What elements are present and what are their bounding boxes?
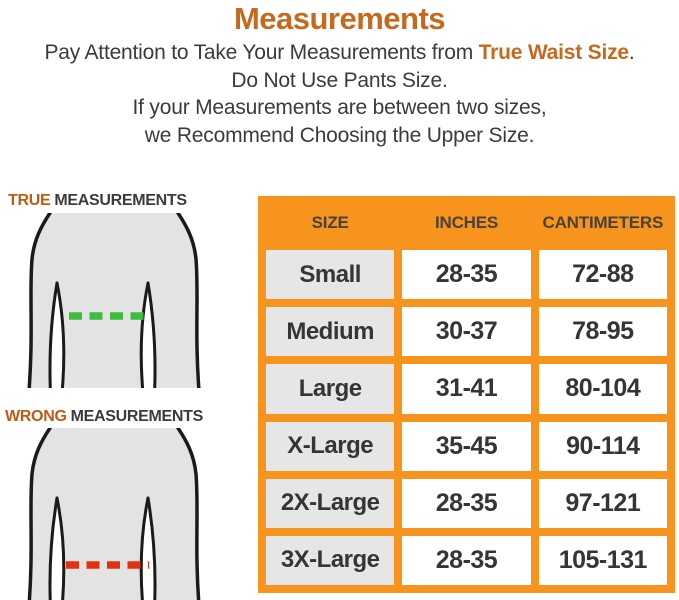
torso-figure-wrong [16,428,221,600]
inches-cell: 31-41 [402,364,531,414]
intro-line-1-text: Pay Attention to Take Your Measurements … [44,41,479,64]
size-cell: Medium [266,307,395,357]
inches-cell: 30-37 [402,307,531,357]
inches-cell: 28-35 [402,478,531,528]
true-label-rest: MEASUREMENTS [54,192,187,209]
intro-line-1-period: . [628,41,635,64]
wrong-measurements-label: WRONG MEASUREMENTS [5,408,203,426]
centimeters-cell: 97-121 [538,478,667,528]
size-cell: Large [266,364,395,414]
col-header-size: SIZE [311,213,349,232]
inches-cell: 35-45 [402,421,531,471]
torso-illustration-icon [27,213,201,388]
inches-cell: 28-35 [402,535,531,585]
intro-line-4: we Recommend Choosing the Upper Size. [144,123,535,147]
size-cell: X-Large [266,421,395,471]
centimeters-cell: 105-131 [538,535,667,585]
page-title: Measurements [233,1,446,36]
wrong-label-rest: MEASUREMENTS [70,408,204,425]
col-header-centimeters: CANTIMETERS [542,213,664,232]
size-cell: 2X-Large [266,478,395,528]
torso-illustration-icon [27,428,201,600]
centimeters-cell: 72-88 [538,250,667,300]
inches-cell: 28-35 [402,250,531,300]
size-cell: 3X-Large [266,535,395,585]
size-table: SIZE INCHES CANTIMETERS Small 28-35 72-8… [258,196,675,593]
intro-line-3: If your Measurements are between two siz… [132,96,547,119]
wrong-label-accent: WRONG [5,408,67,425]
centimeters-cell: 80-104 [538,364,667,414]
torso-figure-true [16,213,221,388]
intro-text: Pay Attention to Take Your Measurements … [0,39,679,149]
true-label-accent: TRUE [8,192,51,209]
true-waist-size-highlight: True Waist Size [478,41,629,64]
true-measurements-label: TRUE MEASUREMENTS [8,192,187,210]
centimeters-cell: 78-95 [538,307,667,357]
col-header-inches: INCHES [434,213,499,232]
centimeters-cell: 90-114 [538,421,667,471]
intro-line-1: Pay Attention to Take Your Measurements … [0,39,679,67]
intro-line-2: Do Not Use Pants Size. [231,68,448,92]
size-cell: Small [266,250,395,300]
